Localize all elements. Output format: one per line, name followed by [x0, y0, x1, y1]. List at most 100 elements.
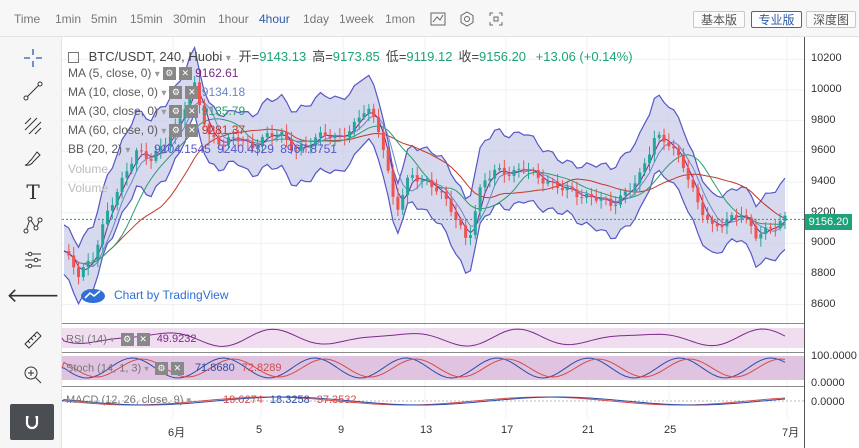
candle-body [425, 180, 429, 182]
timeframe-15min[interactable]: 15min [130, 12, 163, 26]
candle-body [667, 141, 671, 147]
candle-body [459, 219, 463, 226]
timeframe-time[interactable]: Time [14, 12, 41, 26]
fullscreen-icon[interactable] [485, 10, 507, 28]
candle-body [633, 183, 637, 191]
back-arrow-icon[interactable]: 🡐 [6, 284, 60, 307]
ohlc-value: 9173.85 [332, 49, 380, 64]
text-icon[interactable]: T [26, 180, 40, 204]
time-tick-label: 6月 [168, 427, 186, 439]
volume-legend-2: Volume [68, 181, 109, 195]
tradingview-attribution[interactable]: Chart by TradingView [80, 286, 229, 304]
candle-body [347, 131, 351, 138]
close-icon[interactable]: ✕ [185, 124, 199, 138]
stoch-scale-top: 100.0000 [811, 350, 857, 362]
close-icon[interactable]: ✕ [178, 67, 192, 81]
settings-icon[interactable]: ⚙ [120, 333, 134, 346]
timeframe-1min[interactable]: 1min [55, 12, 82, 26]
settings-icon[interactable]: ⚙ [162, 67, 176, 81]
zoom-in-icon[interactable] [18, 362, 48, 388]
candle-body [178, 118, 182, 124]
fib-icon[interactable] [18, 113, 48, 139]
candle-body [739, 215, 743, 218]
indicators-icon[interactable] [456, 10, 478, 28]
collapse-icon[interactable] [68, 52, 79, 64]
chevron-down-icon[interactable]: ▾ [125, 145, 131, 156]
price-tick-label: 9000 [811, 236, 836, 249]
candle-body [130, 163, 134, 172]
time-tick-label: 5 [256, 424, 263, 436]
candle-body [749, 217, 753, 227]
timeframe-1mon[interactable]: 1mon [385, 12, 416, 26]
candle-body [377, 116, 381, 132]
candle-body [551, 181, 555, 183]
pane-divider[interactable] [62, 386, 804, 387]
chevron-down-icon[interactable]: ▾ [161, 107, 167, 118]
pro-version-button[interactable]: 专业版 [751, 11, 802, 28]
macd-name: MACD (12, 26, close, 9) [66, 394, 184, 406]
candle-body [435, 187, 439, 192]
symbol-title: BTC/USDT, 240, Huobi [88, 49, 223, 64]
settings-icon[interactable]: ⚙ [169, 86, 183, 100]
timeframe-5min[interactable]: 5min [91, 12, 118, 26]
timeframe-30min[interactable]: 30min [173, 12, 206, 26]
close-icon[interactable]: ✕ [185, 105, 199, 119]
candle-body [270, 133, 274, 138]
pattern-icon[interactable] [18, 212, 48, 238]
candle-style-icon[interactable] [427, 10, 449, 28]
settings-icon[interactable]: ⚙ [169, 105, 183, 119]
close-icon[interactable]: ✕ [185, 86, 199, 100]
candle-body [623, 191, 627, 196]
ohlc-value: 9143.13 [259, 49, 307, 64]
timeframe-1week[interactable]: 1week [339, 12, 374, 26]
candle-body [570, 186, 574, 190]
pane-divider[interactable] [62, 323, 804, 324]
chevron-down-icon[interactable]: ▾ [161, 126, 167, 137]
ma-name: MA (5, close, 0) [68, 66, 152, 80]
candle-body [498, 167, 502, 170]
chevron-down-icon[interactable]: ▾ [225, 53, 231, 64]
candle-body [401, 195, 405, 210]
depth-chart-button[interactable]: 深度图 [806, 11, 856, 28]
price-tick-label: 9400 [811, 175, 836, 187]
brush-icon[interactable] [18, 145, 48, 171]
candle-body [478, 187, 482, 212]
candle-body [309, 145, 313, 147]
settings-icon[interactable]: ⚙ [169, 124, 183, 138]
close-icon[interactable]: ✕ [170, 362, 184, 375]
ma-value: 9134.18 [201, 85, 246, 99]
candle-body [580, 197, 584, 199]
ma-legend: MA (5, close, 0) ▾ ⚙ ✕ 9162.61 [68, 66, 238, 81]
chevron-down-icon[interactable]: ▾ [154, 69, 160, 80]
candle-body [768, 227, 772, 229]
candle-body [512, 169, 516, 176]
candle-body [531, 169, 535, 171]
candle-body [628, 190, 632, 192]
timeframe-1hour[interactable]: 1hour [218, 12, 249, 26]
timeframe-1day[interactable]: 1day [303, 12, 330, 26]
ohlc-key: 收 [458, 49, 472, 64]
chevron-down-icon[interactable]: ▾ [161, 88, 167, 99]
magnet-icon[interactable] [10, 404, 54, 440]
chevron-down-icon[interactable]: ▾ [110, 334, 115, 345]
chevron-down-icon[interactable]: ▾ [186, 395, 191, 405]
candle-body [483, 180, 487, 188]
candle-body [144, 151, 148, 159]
close-icon[interactable]: ✕ [136, 333, 150, 346]
ruler-icon[interactable] [18, 327, 48, 353]
settings-icon[interactable]: ⚙ [154, 362, 168, 375]
macd-value: 19.0274 [223, 394, 263, 406]
trend-line-icon[interactable] [18, 78, 48, 104]
candle-body [493, 169, 497, 179]
candle-body [744, 215, 748, 218]
candle-body [256, 146, 260, 149]
timeframe-4hour[interactable]: 4hour [259, 12, 290, 26]
pane-divider[interactable] [62, 352, 804, 353]
chevron-down-icon[interactable]: ▾ [144, 363, 149, 374]
crosshair-icon[interactable] [18, 45, 48, 71]
measure-icon[interactable] [18, 247, 48, 273]
basic-version-button[interactable]: 基本版 [693, 11, 745, 28]
candle-body [546, 181, 550, 184]
candle-body [101, 224, 105, 245]
price-scale[interactable] [804, 37, 859, 448]
